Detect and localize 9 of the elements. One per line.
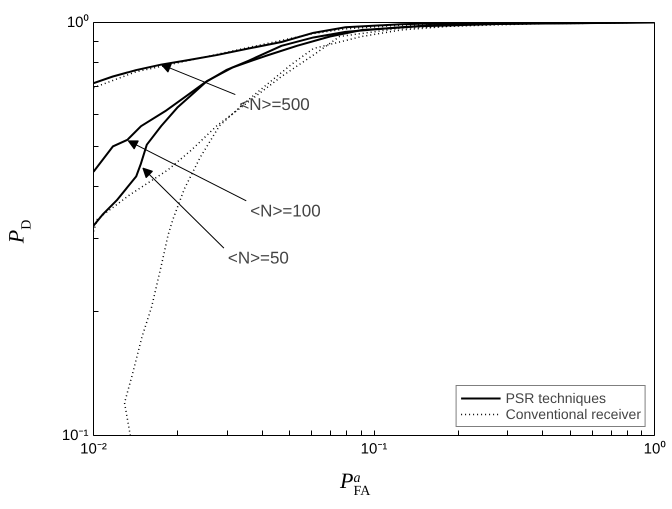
legend-label: PSR techniques <box>506 390 606 406</box>
annotation: <N>=500 <box>239 95 310 114</box>
x-tick-label: 10⁰ <box>644 440 666 458</box>
y-axis-title: PD <box>3 220 34 244</box>
x-tick-label: 10⁻¹ <box>360 440 388 458</box>
legend-label: Conventional receiver <box>506 406 641 422</box>
x-tick-label: 10⁻² <box>80 440 107 458</box>
annotation: <N>=50 <box>228 248 289 268</box>
annotation: <N>=100 <box>250 201 321 220</box>
